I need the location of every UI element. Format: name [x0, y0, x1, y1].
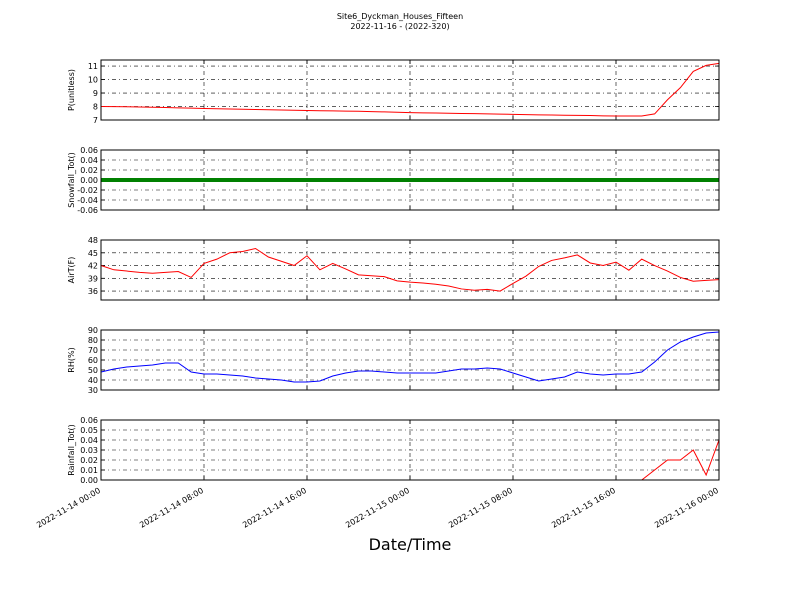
y-axis-label: Snowfall_Tot() [67, 152, 76, 208]
y-tick-label: 30 [88, 386, 98, 395]
y-tick-label: 0.02 [80, 456, 98, 465]
y-tick-label: 48 [88, 236, 98, 245]
y-tick-label: 0.02 [80, 166, 98, 175]
y-tick-label: 0.04 [80, 436, 98, 445]
y-tick-label: 8 [93, 103, 98, 112]
y-tick-label: 0.00 [80, 176, 98, 185]
y-tick-label: -0.02 [77, 186, 98, 195]
x-tick-label: 2022-11-15 08:00 [447, 486, 514, 530]
y-tick-label: 0.05 [80, 426, 98, 435]
y-tick-label: -0.04 [77, 196, 98, 205]
x-tick-label: 2022-11-15 16:00 [550, 486, 617, 530]
axes-frame [100, 59, 720, 121]
x-tick-label: 2022-11-14 16:00 [241, 486, 308, 530]
y-tick-label: 0.03 [80, 446, 98, 455]
y-tick-label: 10 [88, 76, 98, 85]
y-axis-label: AirT(F) [67, 257, 76, 284]
y-tick-label: -0.06 [77, 206, 98, 215]
x-tick-label: 2022-11-14 00:00 [35, 486, 102, 530]
y-tick-label: 0.06 [80, 416, 98, 425]
x-tick-label: 2022-11-16 00:00 [653, 486, 720, 530]
y-tick-label: 0.06 [80, 146, 98, 155]
data-line [100, 62, 720, 117]
y-tick-label: 39 [88, 274, 98, 283]
x-axis-label: Date/Time [369, 535, 452, 554]
data-line [100, 247, 720, 292]
y-tick-label: 60 [88, 356, 98, 365]
axes-frame [100, 329, 720, 391]
y-axis-label: Rainfall_Tot() [67, 424, 76, 476]
y-tick-label: 9 [93, 89, 98, 98]
x-tick-label: 2022-11-14 08:00 [138, 486, 205, 530]
y-axis-label: P(unitless) [67, 69, 76, 111]
y-tick-label: 0.00 [80, 476, 98, 485]
axes-frame [100, 419, 720, 481]
y-tick-label: 90 [88, 326, 98, 335]
data-line [100, 331, 720, 383]
y-tick-label: 11 [88, 62, 98, 71]
chart-title: Site6_Dyckman_Houses_Fifteen [337, 12, 463, 21]
y-tick-label: 42 [88, 262, 98, 271]
y-tick-label: 0.04 [80, 156, 98, 165]
y-tick-label: 36 [88, 287, 98, 296]
axes-frame [100, 239, 720, 301]
y-tick-label: 7 [93, 116, 98, 125]
axes-frame [100, 149, 720, 211]
y-tick-label: 0.01 [80, 466, 98, 475]
y-tick-label: 80 [88, 336, 98, 345]
x-tick-label: 2022-11-15 00:00 [344, 486, 411, 530]
chart-subtitle: 2022-11-16 - (2022-320) [350, 22, 449, 31]
y-axis-label: RH(%) [67, 347, 76, 372]
y-tick-label: 45 [88, 249, 98, 258]
y-tick-label: 70 [88, 346, 98, 355]
y-tick-label: 50 [88, 366, 98, 375]
y-tick-label: 40 [88, 376, 98, 385]
